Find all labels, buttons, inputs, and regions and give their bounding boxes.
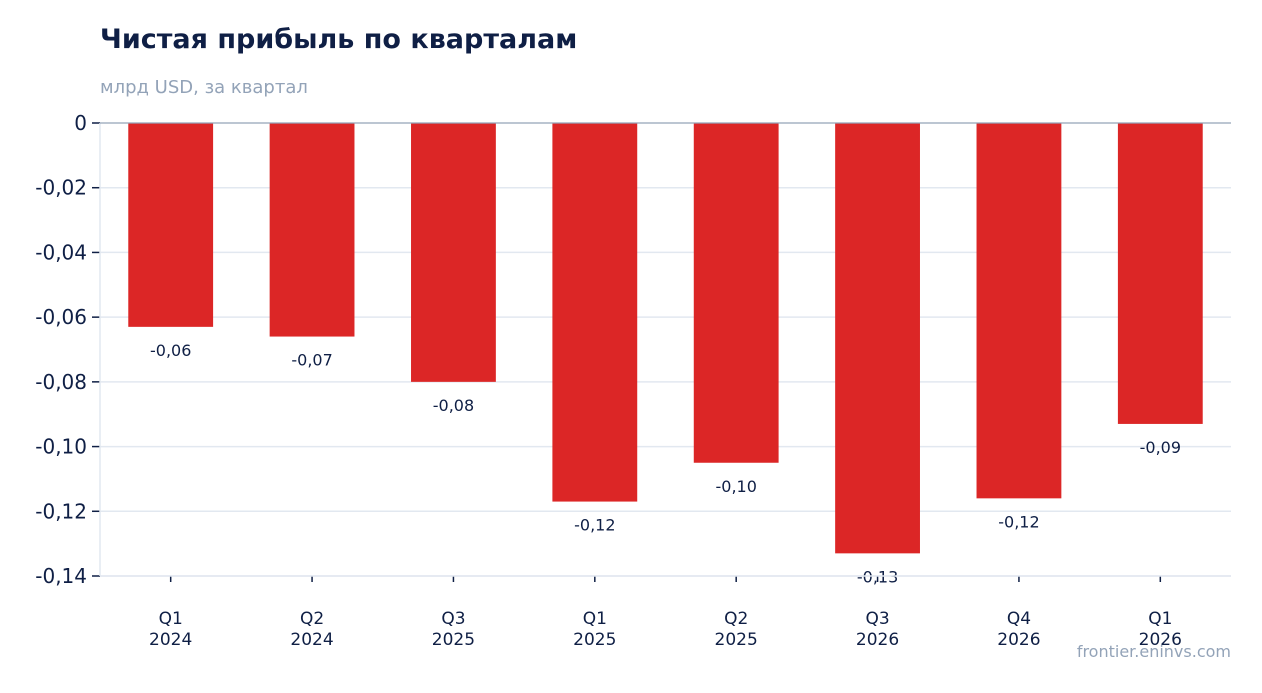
bar (693, 123, 779, 463)
data-label: -0,08 (433, 396, 474, 415)
y-tick-label: -0,14 (35, 564, 87, 588)
data-label: -0,07 (291, 351, 332, 370)
source-credit: frontier.eninvs.com (1076, 642, 1231, 661)
bar (411, 123, 496, 382)
y-tick-label: -0,08 (35, 370, 87, 394)
data-label: -0,10 (715, 477, 756, 496)
x-tick-label: Q1 2024 (149, 609, 192, 650)
x-tick-label: Q2 2024 (290, 609, 333, 650)
data-label: -0,12 (574, 516, 615, 535)
y-tick-label: -0,02 (35, 176, 87, 200)
x-tick-label: Q1 2026 (1139, 609, 1182, 650)
bar (835, 123, 920, 554)
bar (552, 123, 638, 502)
chart-subtitle: млрд USD, за квартал (100, 77, 308, 98)
x-tick-label: Q3 2026 (856, 609, 899, 650)
x-tick-label: Q4 2026 (997, 609, 1040, 650)
y-tick-label: -0,10 (35, 435, 87, 459)
y-tick-label: 0 (74, 111, 87, 135)
data-label: -0,06 (150, 341, 191, 360)
chart-title: Чистая прибыль по кварталам (100, 24, 578, 55)
x-tick-label: Q2 2025 (715, 609, 758, 650)
x-tick-label: Q3 2025 (432, 609, 475, 650)
y-tick-label: -0,12 (35, 499, 87, 523)
bar (1117, 123, 1203, 424)
data-label: -0,12 (998, 512, 1039, 531)
bar (976, 123, 1062, 499)
y-tick-label: -0,04 (35, 240, 87, 264)
bar (269, 123, 355, 337)
y-tick-label: -0,06 (35, 305, 87, 329)
x-tick-label: Q1 2025 (573, 609, 616, 650)
data-label: -0,09 (1140, 438, 1181, 457)
bar (128, 123, 214, 327)
